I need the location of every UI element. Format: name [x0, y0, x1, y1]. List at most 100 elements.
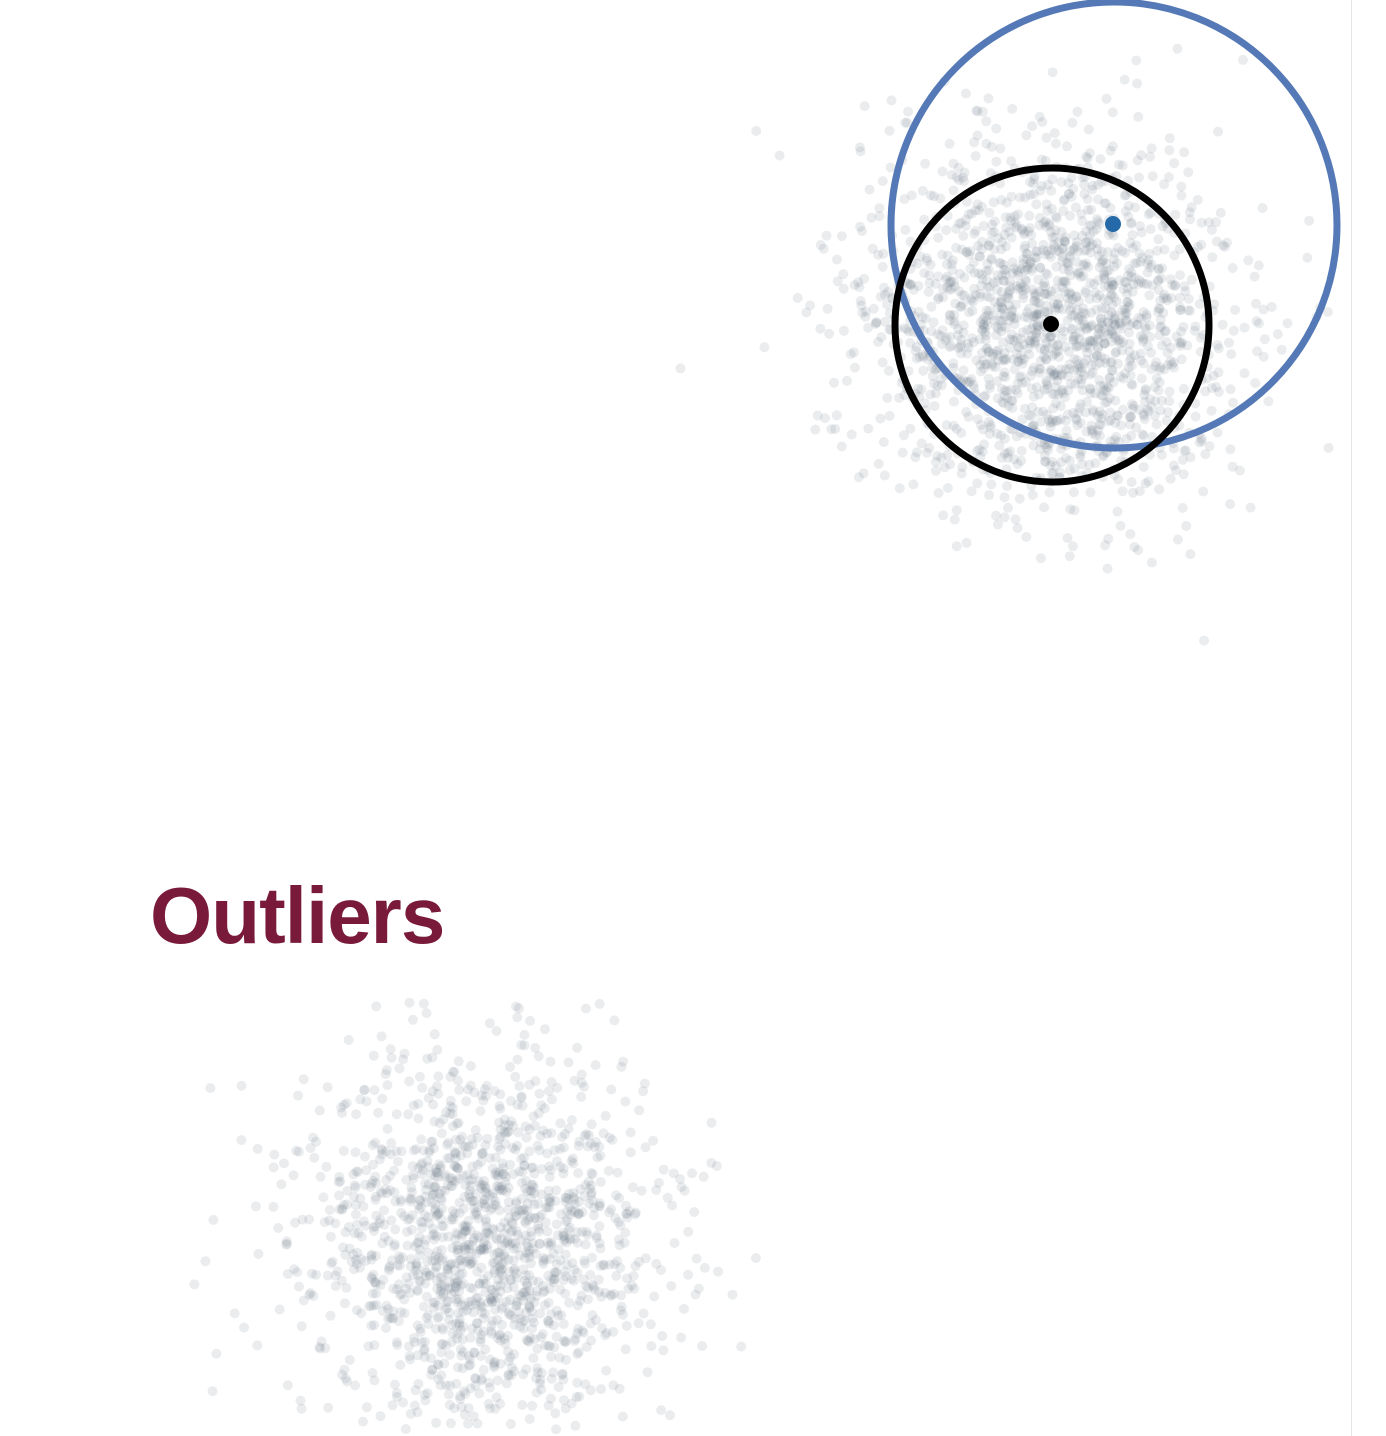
- scatter-point: [382, 1188, 393, 1199]
- scatter-point: [465, 1192, 475, 1203]
- scatter-point: [368, 1300, 379, 1311]
- scatter-point: [956, 244, 967, 255]
- scatter-point: [1225, 499, 1236, 510]
- scatter-point: [1129, 272, 1140, 283]
- scatter-point: [1134, 275, 1145, 286]
- scatter-point: [1103, 317, 1114, 328]
- scatter-point: [481, 1226, 492, 1237]
- scatter-point: [569, 1336, 580, 1346]
- scatter-point: [471, 1188, 482, 1199]
- scatter-point: [496, 1260, 507, 1270]
- scatter-point: [941, 259, 952, 270]
- scatter-point: [387, 1400, 398, 1411]
- scatter-point: [1003, 452, 1013, 463]
- scatter-point: [614, 1193, 625, 1204]
- scatter-point: [1084, 342, 1095, 353]
- scatter-point: [1093, 216, 1103, 227]
- scatter-point: [412, 1238, 422, 1248]
- scatter-point: [1031, 246, 1042, 257]
- scatter-point: [496, 1303, 507, 1314]
- scatter-point: [1027, 366, 1038, 376]
- scatter-point: [1174, 337, 1185, 348]
- scatter-point: [492, 1375, 503, 1386]
- scatter-point: [521, 1307, 532, 1318]
- scatter-point: [1175, 340, 1186, 351]
- scatter-point: [877, 357, 888, 368]
- scatter-point: [1206, 383, 1217, 393]
- scatter-point: [1034, 298, 1045, 308]
- scatter-point: [566, 1156, 577, 1166]
- scatter-point: [867, 243, 878, 254]
- scatter-point: [524, 1124, 535, 1135]
- scatter-point: [442, 1153, 453, 1164]
- scatter-point: [1089, 337, 1100, 348]
- scatter-point: [1091, 350, 1102, 361]
- scatter-point: [1117, 486, 1128, 497]
- scatter-point: [1112, 242, 1123, 253]
- scatter-point: [1046, 286, 1057, 297]
- scatter-point: [513, 1306, 524, 1317]
- scatter-point: [999, 367, 1010, 378]
- scatter-point: [968, 296, 979, 307]
- scatter-point: [854, 142, 865, 153]
- scatter-point: [1102, 563, 1113, 574]
- scatter-point: [404, 1213, 415, 1224]
- scatter-point: [503, 1182, 514, 1193]
- scatter-point: [457, 1231, 468, 1242]
- scatter-point: [491, 1392, 502, 1403]
- scatter-point: [1079, 370, 1090, 381]
- scatter-point: [445, 1101, 456, 1112]
- scatter-point: [1092, 351, 1102, 362]
- scatter-point: [870, 318, 881, 329]
- scatter-point: [963, 209, 974, 220]
- scatter-point: [1176, 190, 1187, 201]
- scatter-point: [1126, 477, 1137, 488]
- scatter-point: [450, 1161, 461, 1172]
- scatter-point: [337, 1108, 347, 1118]
- scatter-point: [522, 1278, 532, 1289]
- scatter-point: [1076, 311, 1086, 322]
- scatter-point: [580, 1379, 591, 1390]
- scatter-point: [626, 1280, 637, 1291]
- scatter-point: [431, 1163, 442, 1174]
- scatter-point: [1119, 307, 1130, 318]
- scatter-point: [429, 1267, 440, 1278]
- scatter-point: [537, 1329, 548, 1340]
- scatter-point: [559, 1336, 569, 1346]
- scatter-point: [493, 1274, 504, 1285]
- scatter-point: [563, 1057, 574, 1068]
- scatter-point: [1093, 341, 1103, 352]
- scatter-point: [588, 1281, 599, 1292]
- scatter-point: [1018, 281, 1029, 292]
- scatter-point: [1025, 338, 1036, 349]
- scatter-point: [443, 1137, 454, 1148]
- scatter-point: [435, 1272, 446, 1283]
- scatter-point: [507, 1362, 517, 1373]
- scatter-point: [1129, 542, 1140, 552]
- scatter-point: [619, 1237, 630, 1248]
- scatter-point: [465, 1359, 476, 1370]
- scatter-point: [455, 1134, 466, 1145]
- scatter-point: [634, 1105, 645, 1116]
- scatter-point: [348, 1169, 359, 1180]
- scatter-point: [621, 1320, 632, 1331]
- scatter-point: [1208, 370, 1219, 381]
- scatter-point: [616, 1290, 627, 1301]
- scatter-point: [1075, 451, 1086, 462]
- scatter-point: [942, 483, 953, 493]
- scatter-point: [612, 1256, 623, 1267]
- scatter-point: [460, 1220, 471, 1231]
- scatter-point: [1076, 374, 1087, 385]
- scatter-point: [508, 1243, 519, 1254]
- scatter-point: [1065, 287, 1075, 298]
- scatter-point: [855, 221, 866, 232]
- scatter-point: [550, 1196, 561, 1206]
- scatter-point: [1009, 364, 1020, 375]
- scatter-point: [559, 1233, 570, 1244]
- scatter-point: [1168, 357, 1179, 368]
- scatter-point: [899, 194, 910, 205]
- scatter-point: [1176, 337, 1187, 348]
- scatter-point: [1151, 419, 1162, 430]
- scatter-point: [1052, 415, 1063, 426]
- scatter-point: [432, 1246, 443, 1257]
